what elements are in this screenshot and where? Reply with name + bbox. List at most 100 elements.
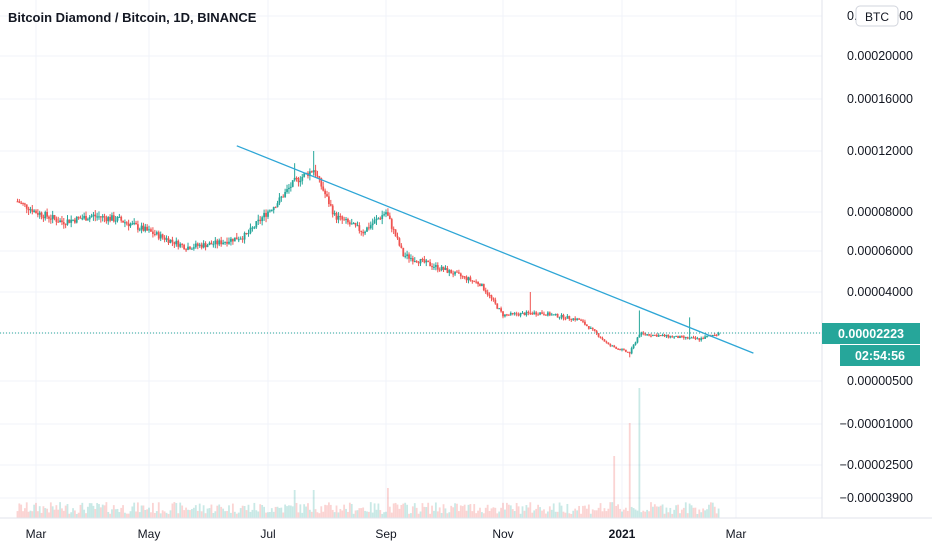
volume-bar <box>513 511 516 518</box>
volume-bar <box>61 508 63 518</box>
candle <box>381 210 384 225</box>
volume-bar <box>253 502 256 518</box>
volume-bar <box>77 512 80 518</box>
candle-body <box>204 243 207 248</box>
candle-body <box>568 316 571 320</box>
candle <box>59 218 61 223</box>
candle-body <box>574 318 577 321</box>
candle <box>295 176 298 182</box>
candle <box>650 333 652 338</box>
candle <box>331 204 334 218</box>
candle-body <box>183 244 186 250</box>
price-tick-label: 0.00008000 <box>847 205 913 219</box>
candle <box>269 209 271 213</box>
candle <box>463 276 466 280</box>
candle-body <box>381 215 384 219</box>
candle-body <box>605 341 608 343</box>
volume-bar <box>713 506 716 518</box>
candle-body <box>663 334 666 337</box>
volume-bar <box>621 511 623 518</box>
candle <box>339 213 342 221</box>
candle-body <box>86 219 89 221</box>
candle <box>655 333 658 337</box>
volume-bar <box>75 513 78 518</box>
volume-bar <box>337 512 340 518</box>
volume-bar <box>448 512 451 518</box>
candle-body <box>324 190 326 195</box>
candle <box>216 238 219 249</box>
candle <box>348 220 351 227</box>
volume-bar <box>299 504 302 518</box>
candle <box>228 237 230 245</box>
candle-body <box>189 246 191 250</box>
volume-bar <box>655 506 658 518</box>
candle <box>482 283 485 292</box>
candle-body <box>38 212 41 215</box>
candle-body <box>79 217 82 219</box>
candle <box>377 217 380 220</box>
volume-bar <box>431 505 433 518</box>
candle-body <box>83 215 86 219</box>
volume-bar <box>607 508 610 518</box>
candle <box>410 254 412 262</box>
candle-body <box>358 225 361 231</box>
volume-bar <box>653 504 656 518</box>
volume-bar <box>507 504 510 518</box>
candle-body <box>504 314 506 317</box>
candle <box>675 335 678 337</box>
candle <box>677 335 679 339</box>
volume-bar <box>385 511 387 518</box>
candle-body <box>383 214 385 216</box>
candle-body <box>690 337 693 339</box>
price-axis[interactable]: 0.000240000.000200000.000160000.00012000… <box>840 9 913 505</box>
volume-bar <box>90 503 93 518</box>
volume-bar <box>191 509 193 518</box>
volume-bar <box>362 507 365 518</box>
candle-body <box>85 215 87 221</box>
candle <box>636 336 639 344</box>
candle-body <box>64 224 67 226</box>
trendline[interactable] <box>236 145 754 354</box>
candle-body <box>686 337 689 339</box>
candle <box>700 336 703 342</box>
volume-bar <box>369 502 372 518</box>
candle <box>492 297 495 302</box>
volume-bar <box>79 504 82 518</box>
candle <box>191 247 193 250</box>
candle <box>270 209 273 212</box>
volume-bar <box>109 513 111 518</box>
volume-bar <box>562 511 565 518</box>
candle-body <box>105 217 108 222</box>
time-axis[interactable]: Mar May Jul Sep Nov 2021 Mar <box>26 527 747 541</box>
currency-badge[interactable]: BTC <box>855 5 899 27</box>
candle <box>679 335 681 339</box>
volume-bar <box>352 513 355 518</box>
volume-bar <box>354 510 357 518</box>
candle <box>107 216 110 225</box>
volume-bar <box>331 509 334 518</box>
volume-bar <box>103 505 106 518</box>
candle-body <box>148 229 150 231</box>
candle-body <box>661 334 664 336</box>
candle-body <box>552 314 555 316</box>
volume-bar <box>619 508 621 518</box>
candle <box>200 242 203 250</box>
volume-bar <box>291 506 294 518</box>
currency-label: BTC <box>865 10 889 24</box>
volume-bar <box>220 506 223 518</box>
volume-bar <box>350 504 353 518</box>
candle <box>456 270 458 273</box>
candle-body <box>457 272 460 274</box>
candle <box>385 209 387 218</box>
candle-body <box>597 333 600 337</box>
volume-bar <box>226 511 228 518</box>
candle-body <box>539 312 541 315</box>
candle-body <box>167 238 170 243</box>
candle <box>465 275 468 283</box>
volume-bar <box>383 512 385 518</box>
volume-bar <box>539 507 541 518</box>
candle <box>570 318 573 322</box>
candle <box>316 170 319 178</box>
